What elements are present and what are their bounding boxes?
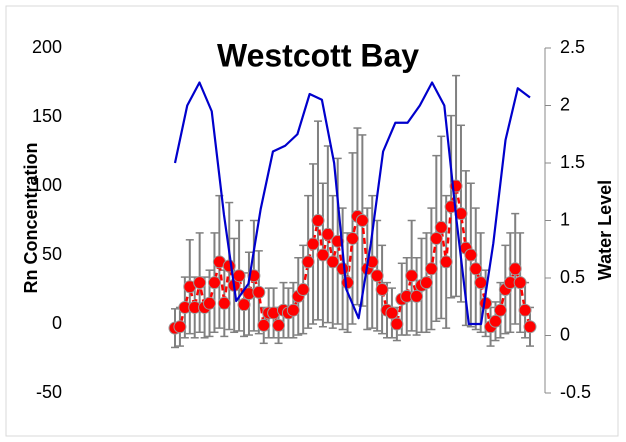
data-point <box>488 314 502 328</box>
data-point <box>252 285 266 299</box>
data-point <box>434 220 448 234</box>
data-point <box>311 214 325 227</box>
data-point <box>272 318 286 332</box>
y2-tick-label: 1.5 <box>560 152 585 172</box>
data-point <box>508 262 522 276</box>
data-point <box>474 276 488 290</box>
y-tick-label: 50 <box>42 244 62 264</box>
data-point <box>193 276 207 290</box>
data-point <box>237 298 251 312</box>
data-point <box>390 317 404 331</box>
data-point <box>232 269 246 283</box>
data-point <box>513 276 527 290</box>
data-point <box>355 214 369 227</box>
y2-tick-label: 0 <box>560 324 570 344</box>
data-point <box>306 237 320 251</box>
data-point <box>375 283 389 296</box>
y2-tick-label: -0.5 <box>560 382 591 402</box>
data-point <box>469 262 483 276</box>
data-point <box>257 318 271 332</box>
data-point <box>385 306 399 320</box>
data-point <box>370 269 384 283</box>
data-point <box>464 248 478 262</box>
y2-tick-label: 2.5 <box>560 37 585 57</box>
y-tick-label: 100 <box>32 175 62 195</box>
data-point <box>316 248 330 262</box>
data-point <box>439 255 453 269</box>
data-point <box>173 320 187 334</box>
data-point <box>296 283 310 296</box>
y-axis-label: Rn Concentration <box>21 143 41 294</box>
data-point <box>341 276 355 290</box>
series-line <box>173 81 531 326</box>
y-tick-label: 150 <box>32 106 62 126</box>
data-point <box>286 303 300 317</box>
chart-title: Westcott Bay <box>217 37 419 73</box>
data-point <box>419 276 433 290</box>
data-point <box>203 296 217 310</box>
y-tick-label: -50 <box>36 382 62 402</box>
y2-axis-label: Water Level <box>595 180 615 280</box>
y2-tick-label: 2 <box>560 94 570 114</box>
data-point <box>321 227 335 241</box>
data-point <box>523 320 537 334</box>
plot-area <box>168 47 551 394</box>
data-point <box>336 262 350 276</box>
data-point <box>217 296 231 310</box>
data-point <box>429 231 443 245</box>
data-point <box>518 303 532 317</box>
data-point <box>301 255 315 269</box>
data-point <box>405 269 419 283</box>
data-point <box>346 231 359 245</box>
y-tick-label: 0 <box>52 313 62 333</box>
data-point <box>410 289 424 303</box>
data-point <box>207 276 221 290</box>
data-point <box>424 262 438 276</box>
y2-tick-label: 1 <box>560 209 570 229</box>
data-point <box>222 259 236 273</box>
data-point <box>326 255 340 269</box>
y2-tick-label: 0.5 <box>560 267 585 287</box>
y-tick-label: 200 <box>32 37 62 57</box>
data-point <box>493 303 507 317</box>
